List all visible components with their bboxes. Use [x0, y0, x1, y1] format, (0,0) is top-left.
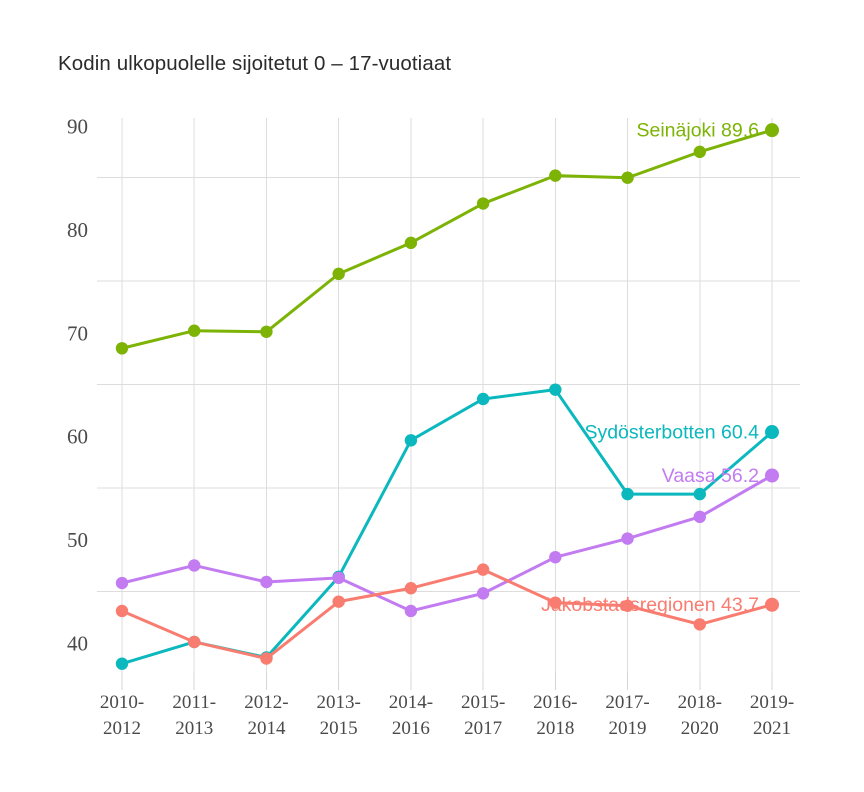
- x-axis-tick-label: 2018-: [678, 692, 722, 713]
- data-point-marker[interactable]: [332, 571, 345, 585]
- x-axis-tick-label: 2021: [753, 718, 791, 739]
- data-point-marker[interactable]: [549, 550, 562, 564]
- x-axis-tick-label: 2012-: [244, 692, 288, 713]
- data-point-marker[interactable]: [188, 324, 201, 337]
- x-axis-tick-label: 2014-: [389, 692, 433, 713]
- data-point-marker[interactable]: [115, 657, 129, 670]
- series-end-label-vaasa: Vaasa 56.2: [662, 465, 759, 487]
- data-point-marker[interactable]: [765, 468, 779, 483]
- x-axis-tick-label: 2013-: [317, 692, 361, 713]
- data-point-marker[interactable]: [332, 595, 345, 608]
- data-point-marker[interactable]: [115, 342, 129, 355]
- data-point-marker[interactable]: [549, 383, 562, 396]
- series-end-labels: Seinäjoki 89.6 Sydösterbotten 60.4 Vaasa 5…: [541, 120, 759, 617]
- x-axis-tick-label: 2013: [175, 718, 213, 739]
- x-axis-tick-label: 2012: [103, 718, 141, 739]
- data-point-marker[interactable]: [693, 145, 706, 159]
- x-axis-tickmarks: [121, 672, 773, 690]
- data-point-marker[interactable]: [115, 576, 129, 590]
- x-axis-tick-label: 2014: [247, 718, 286, 739]
- data-point-marker[interactable]: [188, 635, 201, 649]
- x-axis-labels: 2010- 2012 2011- 2013 2012- 2014 2013- 2015 2014…: [100, 692, 794, 739]
- chart-title: Kodin ulkopuolelle sijoitetut 0 – 17-vuo…: [58, 52, 452, 75]
- data-point-marker[interactable]: [260, 575, 273, 589]
- data-point-marker[interactable]: [404, 434, 418, 447]
- gridlines: [97, 118, 800, 672]
- y-axis-tick-label: 40: [67, 632, 88, 656]
- y-axis-tick-label: 80: [67, 218, 88, 242]
- data-point-marker[interactable]: [476, 587, 490, 600]
- series-end-label-sydösterbotten: Sydösterbotten 60.4: [584, 422, 759, 444]
- y-axis-labels: 40 50 60 70 80 90: [67, 115, 88, 656]
- y-axis-tick-label: 60: [67, 425, 88, 449]
- x-axis-tick-label: 2015: [320, 718, 358, 739]
- data-point-marker[interactable]: [765, 597, 779, 612]
- data-point-marker[interactable]: [404, 604, 418, 618]
- data-point-marker[interactable]: [693, 618, 706, 631]
- data-point-marker[interactable]: [404, 236, 418, 250]
- y-axis-tick-label: 90: [67, 115, 88, 139]
- x-axis-tick-label: 2018: [536, 718, 574, 739]
- data-point-marker[interactable]: [476, 392, 490, 406]
- data-point-marker[interactable]: [260, 652, 273, 665]
- data-point-marker[interactable]: [476, 197, 490, 210]
- x-axis-tick-label: 2016: [392, 718, 430, 739]
- data-point-marker[interactable]: [549, 169, 562, 182]
- data-point-marker[interactable]: [693, 487, 706, 501]
- data-point-marker[interactable]: [765, 123, 779, 138]
- x-axis-tick-label: 2017-: [605, 692, 649, 713]
- data-point-marker[interactable]: [621, 487, 634, 501]
- x-axis-tick-label: 2010-: [100, 692, 144, 713]
- series-end-label-jakobstadsregionen: Jakobstadsregionen 43.7: [541, 594, 759, 616]
- x-axis-tick-label: 2019-: [750, 692, 794, 713]
- x-axis-tick-label: 2017: [464, 718, 502, 739]
- data-point-marker[interactable]: [476, 563, 490, 576]
- data-point-marker[interactable]: [332, 267, 345, 281]
- x-axis-tick-label: 2020: [681, 718, 719, 739]
- x-axis-tick-label: 2015-: [461, 692, 505, 713]
- series-line-jakobstadsregionen: [120, 568, 774, 661]
- series-line-seinäjoki: [120, 128, 774, 350]
- data-point-marker[interactable]: [404, 582, 418, 595]
- series-end-label-seinäjoki: Seinäjoki 89.6: [636, 120, 759, 142]
- data-point-marker[interactable]: [115, 604, 129, 618]
- data-point-marker[interactable]: [549, 596, 562, 609]
- x-axis-tick-label: 2011-: [172, 692, 216, 713]
- y-axis-tick-label: 70: [67, 321, 88, 345]
- series-line-vaasa: [120, 473, 774, 613]
- data-point-marker[interactable]: [188, 559, 201, 572]
- y-axis-tick-label: 50: [67, 528, 88, 552]
- data-point-marker[interactable]: [621, 599, 634, 612]
- data-point-marker[interactable]: [693, 510, 706, 524]
- data-point-marker[interactable]: [621, 171, 634, 184]
- data-series: [115, 123, 779, 670]
- x-axis-tick-label: 2016-: [533, 692, 577, 713]
- data-point-marker[interactable]: [260, 325, 273, 338]
- data-point-marker[interactable]: [765, 425, 779, 440]
- data-point-marker[interactable]: [621, 532, 634, 545]
- x-axis-tick-label: 2019: [609, 718, 647, 739]
